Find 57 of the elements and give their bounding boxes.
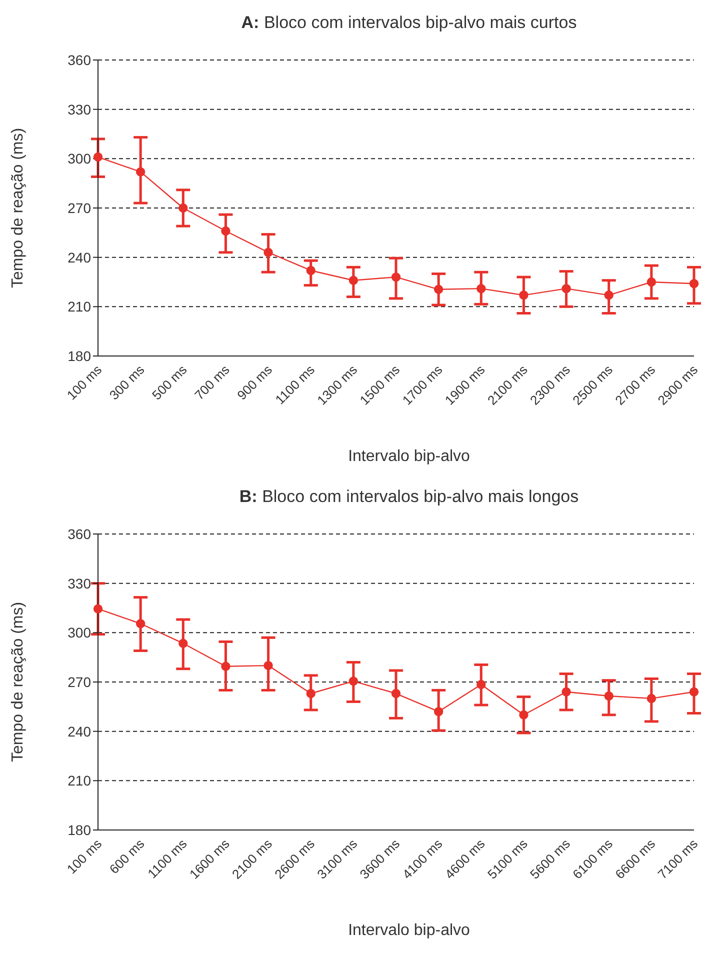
y-tick-label: 300 — [68, 150, 92, 167]
point — [93, 152, 103, 162]
point — [136, 619, 146, 628]
point — [434, 707, 444, 716]
x-tick-label: 600 ms — [106, 836, 148, 877]
y-tick-label: 360 — [68, 52, 92, 68]
point — [178, 203, 188, 213]
y-tick-label: 210 — [68, 772, 92, 789]
y-tick-label: 180 — [68, 822, 92, 838]
chart-title: A: Bloco com intervalos bip-alvo mais curtos — [241, 13, 577, 32]
point — [93, 604, 103, 614]
point — [562, 284, 571, 294]
y-axis-title: Tempo de reação (ms) — [10, 602, 27, 762]
point — [306, 266, 316, 276]
x-tick-label: 100 ms — [64, 362, 105, 403]
y-tick-label: 360 — [68, 526, 92, 542]
y-tick-label: 270 — [68, 674, 92, 690]
x-axis-title: Intervalo bip-alvo — [347, 922, 471, 940]
point — [391, 688, 401, 698]
y-tick-label: 330 — [68, 101, 92, 118]
x-tick-label: 900 ms — [234, 362, 276, 403]
point — [519, 710, 528, 720]
x-tick-label: 500 ms — [149, 362, 190, 403]
point — [264, 248, 273, 257]
point — [264, 660, 273, 670]
y-tick-label: 300 — [68, 624, 92, 641]
point — [178, 638, 188, 648]
y-tick-label: 330 — [68, 575, 92, 592]
point — [306, 688, 316, 698]
chart-title: B: Bloco com intervalos bip-alvo mais longos — [239, 487, 579, 506]
y-tick-label: 240 — [68, 723, 92, 740]
y-axis-title: Tempo de reação (ms) — [10, 128, 27, 288]
point — [646, 694, 656, 704]
point — [689, 687, 699, 696]
x-axis-title: Intervalo bip-alvo — [347, 448, 471, 466]
point — [604, 290, 614, 300]
point — [221, 662, 230, 671]
point — [348, 276, 358, 285]
x-tick-label: 100 ms — [64, 836, 105, 877]
point — [646, 277, 656, 287]
point — [391, 272, 401, 282]
point — [221, 226, 230, 236]
y-tick-label: 210 — [68, 298, 92, 315]
point — [562, 687, 571, 696]
point — [689, 279, 699, 288]
x-tick-label: 300 ms — [106, 362, 148, 403]
y-tick-label: 240 — [68, 249, 92, 266]
point — [476, 284, 486, 294]
y-tick-label: 180 — [68, 348, 92, 364]
point — [476, 680, 486, 690]
point — [434, 284, 444, 294]
y-tick-label: 270 — [68, 200, 92, 216]
x-tick-label: 700 ms — [192, 362, 233, 403]
point — [348, 676, 358, 686]
point — [136, 167, 146, 176]
point — [604, 691, 614, 701]
point — [519, 290, 528, 300]
